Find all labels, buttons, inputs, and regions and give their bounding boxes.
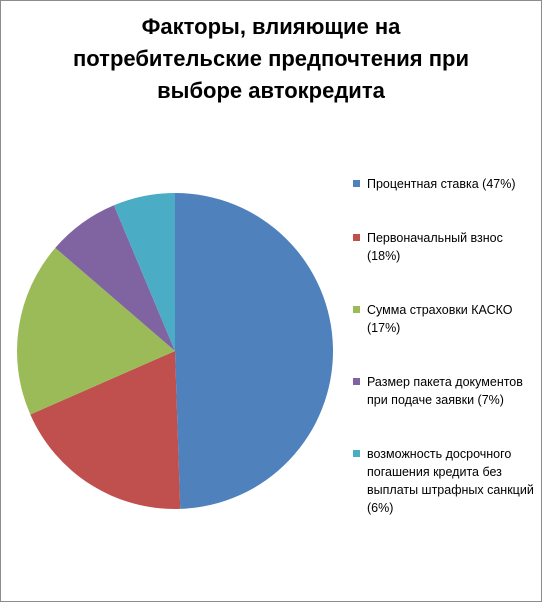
legend-swatch bbox=[353, 180, 360, 187]
legend-label: Сумма страховки КАСКО (17%) bbox=[367, 303, 513, 335]
pie-slice bbox=[113, 193, 175, 351]
pie-slice bbox=[30, 351, 181, 509]
legend-label: Первоначальный взнос (18%) bbox=[367, 231, 503, 263]
legend-label: Процентная ставка (47%) bbox=[367, 177, 516, 191]
pie-slice bbox=[175, 193, 333, 509]
chart-title-line: выборе автокредита bbox=[157, 78, 385, 103]
legend-swatch bbox=[353, 306, 360, 313]
legend-item: возможность досрочного погашения кредита… bbox=[353, 445, 541, 517]
legend-item: Процентная ставка (47%) bbox=[353, 175, 541, 193]
chart-title-line: Факторы, влияющие на bbox=[141, 14, 401, 39]
legend-label: возможность досрочного погашения кредита… bbox=[367, 447, 534, 515]
legend-swatch bbox=[353, 378, 360, 385]
chart-title-line: потребительские предпочтения при bbox=[73, 46, 469, 71]
legend-label: Размер пакета документов при подаче заяв… bbox=[367, 375, 523, 407]
pie-slice bbox=[55, 205, 175, 351]
legend-item: Размер пакета документов при подаче заяв… bbox=[353, 373, 541, 409]
pie-slice bbox=[17, 247, 176, 415]
legend-item: Первоначальный взнос (18%) bbox=[353, 229, 541, 265]
legend-item: Сумма страховки КАСКО (17%) bbox=[353, 301, 541, 337]
legend-swatch bbox=[353, 450, 360, 457]
chart-title: Факторы, влияющие на потребительские пре… bbox=[21, 11, 521, 107]
legend: Процентная ставка (47%) Первоначальный в… bbox=[353, 175, 541, 553]
legend-swatch bbox=[353, 234, 360, 241]
